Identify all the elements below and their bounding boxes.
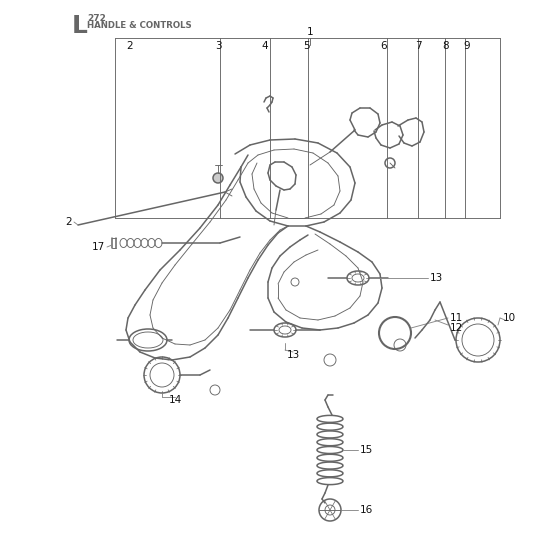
Circle shape <box>213 173 223 183</box>
Text: 17: 17 <box>92 242 105 252</box>
Text: 2: 2 <box>66 217 72 227</box>
Text: 5: 5 <box>303 41 309 51</box>
Text: 10: 10 <box>503 313 516 323</box>
Text: 7: 7 <box>415 41 421 51</box>
Text: 16: 16 <box>360 505 374 515</box>
Text: 15: 15 <box>360 445 374 455</box>
Text: 13: 13 <box>286 350 300 360</box>
Text: 1: 1 <box>307 27 313 37</box>
Text: L: L <box>72 14 88 38</box>
Text: 6: 6 <box>381 41 388 51</box>
Text: 12: 12 <box>450 323 463 333</box>
Text: 3: 3 <box>214 41 221 51</box>
Text: 2: 2 <box>127 41 133 51</box>
Text: 8: 8 <box>443 41 449 51</box>
Text: HANDLE & CONTROLS: HANDLE & CONTROLS <box>87 21 192 30</box>
Text: 272: 272 <box>87 14 106 23</box>
Text: 14: 14 <box>169 395 181 405</box>
Text: 4: 4 <box>262 41 268 51</box>
Text: 11: 11 <box>450 313 463 323</box>
Text: 9: 9 <box>464 41 470 51</box>
Text: 13: 13 <box>430 273 444 283</box>
